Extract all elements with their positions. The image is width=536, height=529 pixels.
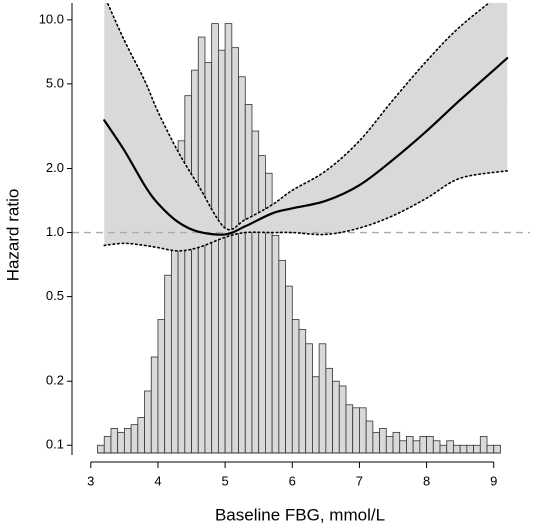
histogram-bar bbox=[466, 444, 474, 454]
histogram-bar bbox=[130, 424, 139, 454]
histogram-bar bbox=[164, 274, 172, 454]
histogram-bar bbox=[150, 356, 159, 454]
histogram-bar bbox=[217, 49, 226, 454]
plot-area bbox=[72, 3, 530, 454]
histogram-bar bbox=[365, 420, 374, 454]
histogram-bar bbox=[238, 76, 246, 454]
y-tick-label: 2.0 bbox=[46, 160, 64, 175]
histogram-bar bbox=[278, 259, 286, 454]
y-tick-label: 5.0 bbox=[46, 75, 64, 90]
histogram-bar bbox=[359, 407, 367, 454]
histogram-bar bbox=[123, 428, 132, 454]
x-tick-label: 7 bbox=[356, 473, 363, 488]
histogram-bar bbox=[258, 155, 266, 454]
histogram-bar bbox=[97, 444, 105, 454]
histogram-bar bbox=[459, 444, 468, 454]
histogram-bar bbox=[493, 444, 501, 454]
histogram-bar bbox=[144, 390, 152, 454]
histogram-bar bbox=[419, 436, 427, 454]
ci-line bbox=[103, 170, 508, 252]
histogram-bar bbox=[204, 62, 213, 454]
histogram-bar bbox=[372, 431, 380, 454]
y-tick-label: 10.0 bbox=[39, 11, 64, 26]
histogram-bar bbox=[345, 404, 354, 454]
histogram-bar bbox=[352, 407, 360, 454]
histogram-bar bbox=[379, 428, 387, 454]
histogram-bar bbox=[338, 385, 347, 454]
y-tick-label: 0.1 bbox=[46, 437, 64, 452]
histogram-bar bbox=[298, 329, 307, 454]
histogram-bar bbox=[271, 234, 280, 454]
histogram-bar bbox=[426, 436, 434, 454]
histogram-bar bbox=[244, 104, 253, 454]
histogram-bar bbox=[399, 440, 407, 454]
x-tick-label: 4 bbox=[154, 473, 161, 488]
histogram-bar bbox=[191, 69, 199, 454]
x-axis-title: Baseline FBG, mmol/L bbox=[215, 505, 385, 524]
histogram-bar bbox=[473, 444, 481, 454]
x-tick-label: 8 bbox=[423, 473, 430, 488]
histogram-bar bbox=[406, 436, 414, 454]
histogram-bar bbox=[110, 428, 119, 454]
histogram-bar bbox=[325, 367, 333, 454]
histogram-bar bbox=[312, 376, 320, 454]
x-tick-label: 6 bbox=[289, 473, 296, 488]
histogram-bar bbox=[453, 444, 461, 454]
histogram-bar bbox=[305, 343, 313, 454]
x-tick-label: 3 bbox=[87, 473, 94, 488]
histogram-bar bbox=[385, 436, 394, 454]
histogram-bar bbox=[318, 343, 327, 454]
histogram-bar bbox=[479, 436, 488, 454]
histogram-bar bbox=[432, 440, 441, 454]
hr-line bbox=[103, 57, 509, 236]
y-axis-title: Hazard ratio bbox=[3, 189, 22, 282]
histogram-bar bbox=[103, 436, 112, 454]
confidence-band bbox=[104, 3, 508, 251]
histogram-bar bbox=[231, 47, 239, 454]
histogram-bar bbox=[412, 440, 421, 454]
y-tick-label: 0.2 bbox=[46, 373, 64, 388]
histogram-bar bbox=[291, 319, 300, 454]
histogram-bar bbox=[117, 431, 125, 454]
ci-line bbox=[106, 3, 491, 231]
histogram-bar bbox=[332, 380, 340, 454]
histogram-bar bbox=[137, 417, 145, 454]
histogram-bar bbox=[184, 95, 192, 454]
histogram-bar bbox=[285, 285, 293, 454]
x-tick-label: 9 bbox=[490, 473, 497, 488]
histogram-bar bbox=[439, 444, 448, 454]
histogram-bar bbox=[446, 440, 454, 454]
histogram-bar bbox=[251, 130, 260, 454]
y-tick-label: 0.5 bbox=[46, 288, 64, 303]
histogram-bar bbox=[486, 444, 495, 454]
x-tick-label: 5 bbox=[221, 473, 228, 488]
histogram-bar bbox=[392, 431, 401, 454]
y-tick-label: 1.0 bbox=[46, 224, 64, 239]
histogram-bar bbox=[157, 319, 166, 454]
histogram-bar bbox=[224, 23, 233, 454]
